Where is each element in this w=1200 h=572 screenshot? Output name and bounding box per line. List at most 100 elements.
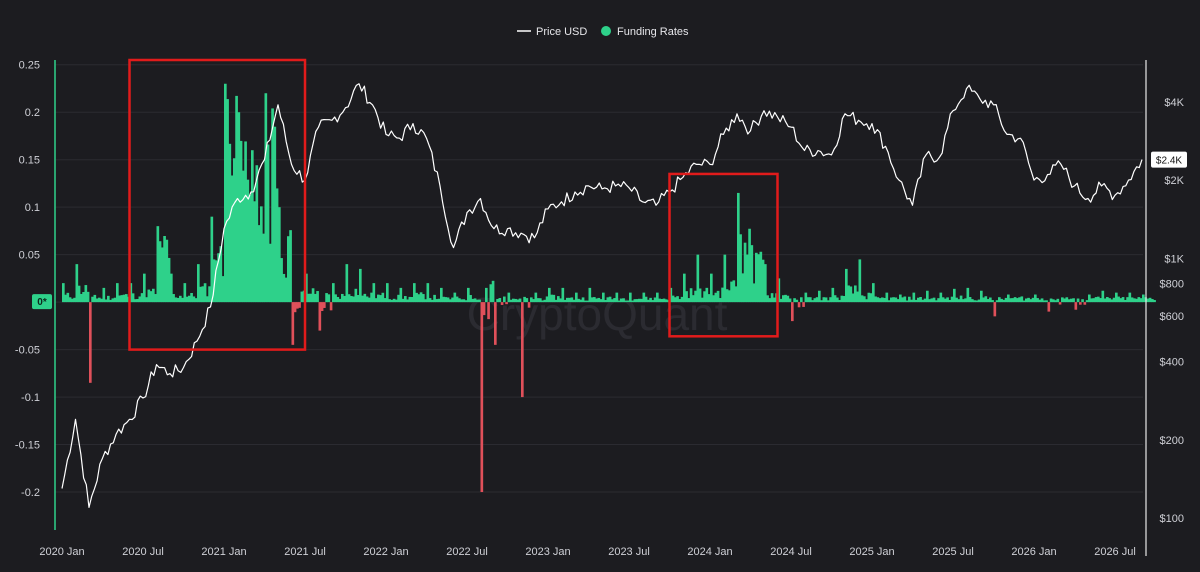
funding-bar: [170, 273, 173, 303]
funding-bar: [759, 251, 763, 303]
funding-bar: [273, 126, 277, 303]
funding-bar: [120, 295, 124, 303]
funding-bar: [845, 268, 848, 303]
funding-bar: [1153, 300, 1156, 303]
funding-bar: [125, 294, 128, 303]
funding-bar: [192, 296, 196, 303]
funding-bar: [874, 296, 877, 303]
legend-price-label[interactable]: Price USD: [536, 26, 587, 38]
x-tick-label: 2022 Jul: [446, 546, 488, 558]
funding-bar: [1049, 298, 1053, 303]
funding-bar: [851, 293, 855, 303]
x-tick-label: 2020 Jan: [39, 546, 84, 558]
funding-bar: [572, 299, 576, 303]
funding-bar: [755, 252, 758, 303]
funding-bar: [1054, 300, 1057, 303]
funding-bar: [885, 292, 889, 303]
legend-funding-label[interactable]: Funding Rates: [617, 26, 689, 38]
funding-bar: [1020, 296, 1024, 303]
funding-bar: [568, 297, 571, 303]
funding-bar: [253, 201, 256, 303]
funding-bar: [872, 283, 875, 303]
funding-bar: [687, 298, 691, 303]
funding-bar: [163, 236, 166, 303]
funding-bar: [788, 298, 792, 303]
x-tick-label: 2021 Jan: [201, 546, 246, 558]
funding-bar: [1038, 299, 1042, 303]
funding-bar: [179, 295, 182, 303]
funding-bar: [1139, 298, 1143, 303]
funding-bar: [239, 140, 243, 303]
funding-bar: [741, 273, 745, 303]
funding-bar: [201, 286, 205, 303]
funding-bar: [541, 300, 544, 303]
funding-bar: [278, 207, 281, 303]
funding-bar: [1036, 298, 1039, 303]
funding-bar: [806, 297, 810, 303]
funding-bar: [1045, 300, 1048, 303]
funding-bar: [212, 259, 216, 303]
funding-bar: [275, 188, 279, 303]
funding-bar: [1137, 297, 1141, 303]
funding-bar: [131, 293, 135, 303]
funding-bar: [327, 294, 331, 303]
funding-bar: [453, 292, 457, 303]
funding-bar: [694, 290, 697, 303]
funding-bar: [1119, 298, 1123, 303]
funding-bar: [296, 302, 299, 309]
funding-bar: [140, 293, 144, 303]
funding-bar: [338, 298, 342, 303]
y-right-tick-label: $4K: [1164, 97, 1184, 109]
funding-bar: [1128, 292, 1132, 303]
funding-bar: [602, 292, 605, 303]
funding-bar: [111, 298, 115, 303]
y-left-tick-label: -0.1: [21, 392, 40, 404]
funding-bar: [370, 292, 373, 303]
funding-bar: [455, 296, 459, 303]
funding-bar: [107, 295, 110, 303]
funding-bar: [635, 299, 639, 303]
funding-bar: [710, 273, 713, 303]
zero-badge-label: 0*: [37, 297, 47, 308]
funding-bar: [604, 300, 607, 303]
funding-bar: [811, 300, 814, 303]
funding-bar: [228, 143, 232, 303]
funding-bar: [723, 254, 727, 303]
funding-bar: [707, 294, 711, 303]
funding-bar: [282, 273, 286, 303]
funding-bar: [901, 297, 904, 303]
funding-bar: [446, 297, 450, 303]
funding-bar: [584, 300, 587, 303]
funding-bar: [883, 297, 886, 303]
legend[interactable]: Price USD Funding Rates: [517, 26, 689, 38]
funding-bar: [206, 296, 209, 303]
funding-bar: [919, 296, 922, 303]
funding-bar: [433, 294, 436, 303]
funding-bar: [721, 287, 724, 303]
funding-bar: [815, 297, 819, 303]
funding-bar: [1081, 299, 1084, 303]
funding-bar: [64, 294, 67, 303]
current-price-label: $2.4K: [1156, 156, 1182, 167]
funding-bar: [653, 297, 657, 303]
funding-bar: [712, 295, 715, 303]
funding-bar: [917, 297, 920, 303]
funding-bar: [656, 292, 659, 303]
funding-bar: [422, 294, 425, 303]
funding-bar: [993, 302, 997, 317]
funding-bar: [869, 293, 873, 303]
funding-bar: [188, 295, 191, 303]
funding-bar: [248, 195, 252, 303]
funding-bar: [408, 296, 412, 303]
funding-bar: [1106, 297, 1109, 303]
funding-bar: [818, 290, 821, 303]
funding-bar: [154, 294, 157, 303]
funding-bar: [1112, 297, 1116, 303]
highlight-box: [128, 58, 307, 351]
y-right-tick-label: $800: [1160, 279, 1184, 291]
funding-bar: [800, 297, 803, 303]
funding-bar: [935, 300, 938, 303]
funding-bar: [809, 297, 812, 303]
funding-bar: [503, 296, 506, 303]
